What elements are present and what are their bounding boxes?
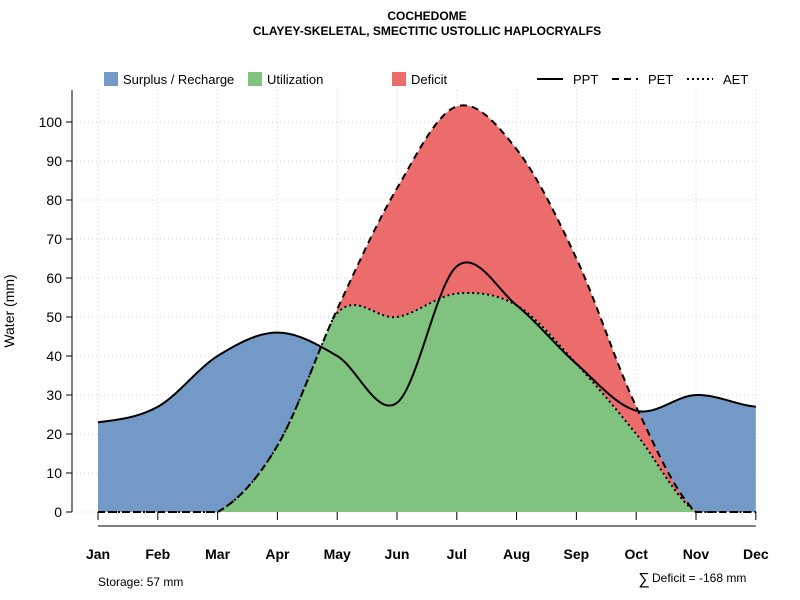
- x-tick-label-feb: Feb: [145, 546, 170, 562]
- chart-subtitle: CLAYEY-SKELETAL, SMECTITIC USTOLLIC HAPL…: [253, 24, 601, 38]
- y-axis-title: Water (mm): [1, 274, 17, 347]
- x-tick-label-nov: Nov: [683, 546, 710, 562]
- surplus-area: [98, 105, 756, 512]
- axes: 0 10 20 30 40 50 60 70 80 90 100 Jan Feb Mar Apr May Jun…: [39, 90, 769, 562]
- y-tick-label: 10: [46, 465, 62, 481]
- pet-line: [98, 104, 756, 513]
- sum-icon: ∑: [638, 571, 649, 588]
- y-tick-label: 40: [46, 348, 62, 364]
- y-tick-label: 0: [54, 504, 62, 520]
- chart-title: COCHEDOME: [387, 9, 466, 23]
- y-tick-label: 30: [46, 387, 62, 403]
- x-tick-label-oct: Oct: [625, 546, 649, 562]
- deficit-area: [98, 105, 756, 512]
- x-tick-label-may: May: [324, 546, 351, 562]
- legend-label-surplus: Surplus / Recharge: [123, 72, 234, 87]
- y-tick-label: 80: [46, 192, 62, 208]
- legend-label-deficit: Deficit: [411, 72, 448, 87]
- x-tick-label-aug: Aug: [503, 546, 530, 562]
- x-tick-label-jul: Jul: [447, 546, 467, 562]
- y-tick-label: 90: [46, 153, 62, 169]
- x-tick-label-apr: Apr: [265, 546, 290, 562]
- ppt-line: [97, 261, 756, 424]
- y-tick-label: 60: [46, 270, 62, 286]
- series-lines: [97, 104, 756, 513]
- y-tick-label: 70: [46, 231, 62, 247]
- y-tick-label: 20: [46, 426, 62, 442]
- legend-label-utilization: Utilization: [267, 72, 323, 87]
- x-tick-label-sep: Sep: [564, 546, 590, 562]
- x-tick-label-jun: Jun: [385, 546, 410, 562]
- x-tick-label-dec: Dec: [743, 546, 769, 562]
- legend-label-pet: PET: [648, 72, 673, 87]
- area-fills: [98, 105, 756, 512]
- x-tick-label-jan: Jan: [86, 546, 110, 562]
- legend-label-aet: AET: [723, 72, 748, 87]
- utilization-area: [98, 292, 756, 512]
- legend-swatch-surplus: [104, 72, 118, 86]
- deficit-note: Deficit = -168 mm: [652, 571, 746, 585]
- legend-swatch-deficit: [392, 72, 406, 86]
- y-tick-label: 100: [39, 114, 63, 130]
- storage-note: Storage: 57 mm: [98, 575, 183, 589]
- legend: Surplus / Recharge Utilization Deficit P…: [104, 72, 748, 87]
- x-tick-label-mar: Mar: [205, 546, 230, 562]
- legend-label-ppt: PPT: [573, 72, 598, 87]
- legend-swatch-utilization: [248, 72, 262, 86]
- y-tick-label: 50: [46, 309, 62, 325]
